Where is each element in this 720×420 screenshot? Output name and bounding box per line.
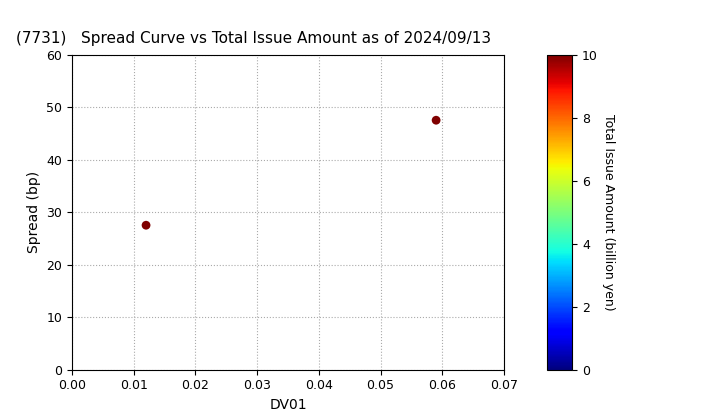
Y-axis label: Spread (bp): Spread (bp) [27, 171, 41, 253]
Y-axis label: Total Issue Amount (billion yen): Total Issue Amount (billion yen) [602, 114, 615, 310]
Text: (7731)   Spread Curve vs Total Issue Amount as of 2024/09/13: (7731) Spread Curve vs Total Issue Amoun… [16, 32, 491, 47]
Point [431, 117, 442, 123]
X-axis label: DV01: DV01 [269, 398, 307, 412]
Point [140, 222, 152, 228]
